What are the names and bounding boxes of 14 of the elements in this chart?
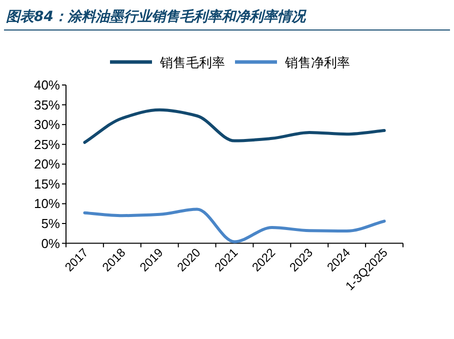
y-tick-label: 25%: [34, 136, 60, 152]
y-tick-label: 20%: [34, 156, 60, 172]
y-tick-label: 35%: [34, 97, 60, 112]
line-series: [83, 208, 386, 244]
y-tick-label: 15%: [34, 176, 60, 192]
legend-label: 销售净利率: [284, 55, 350, 71]
line-series: [83, 108, 386, 144]
y-tick-label: 30%: [34, 117, 60, 132]
legend-label: 销售毛利率: [159, 55, 225, 71]
y-tick-label: 0%: [41, 236, 60, 251]
chart-title: 图表84：涂料油墨行业销售毛利率和净利率情况: [6, 8, 308, 25]
y-tick-label: 5%: [41, 216, 60, 232]
y-tick-label: 10%: [34, 196, 60, 212]
y-tick-label: 40%: [34, 78, 60, 92]
